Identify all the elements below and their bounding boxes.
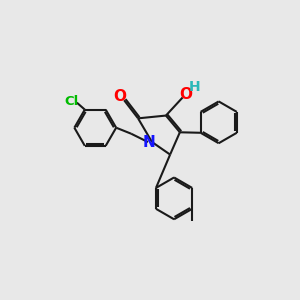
Text: Cl: Cl <box>65 95 79 108</box>
Text: O: O <box>179 87 192 102</box>
Text: H: H <box>189 80 200 94</box>
Text: O: O <box>114 89 127 104</box>
Text: N: N <box>142 134 155 149</box>
